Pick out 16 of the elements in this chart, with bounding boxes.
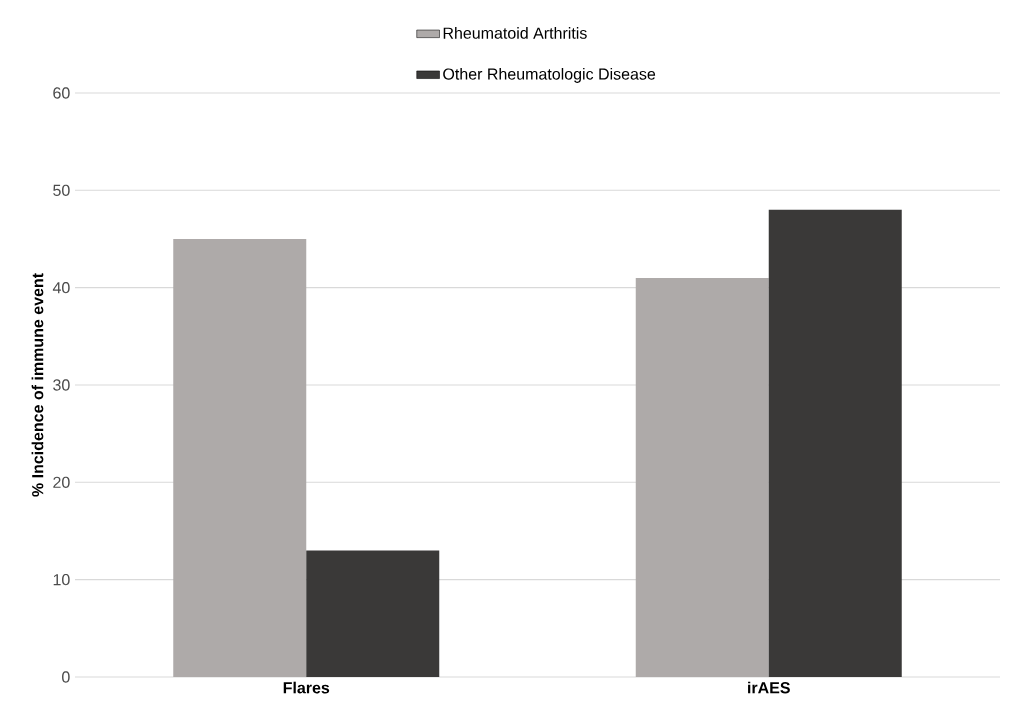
bar — [306, 550, 440, 677]
y-axis-title: % Incidence of immune event — [31, 273, 44, 497]
legend-label: Other Rheumatologic Disease — [443, 67, 656, 83]
y-tick-label: 60 — [53, 87, 70, 99]
bar — [173, 238, 307, 677]
x-tick-label: Flares — [283, 681, 330, 694]
y-tick-label: 30 — [53, 379, 70, 391]
y-tick-label: 0 — [62, 671, 70, 683]
bar — [768, 209, 902, 677]
y-tick-label: 20 — [53, 476, 70, 488]
bar — [635, 277, 769, 677]
legend-label: Rheumatoid Arthritis — [443, 27, 587, 39]
y-tick-label: 40 — [52, 282, 70, 294]
x-tick-label: irAES — [748, 681, 790, 694]
y-tick-label: 10 — [53, 574, 70, 586]
y-tick-label: 50 — [53, 184, 70, 196]
